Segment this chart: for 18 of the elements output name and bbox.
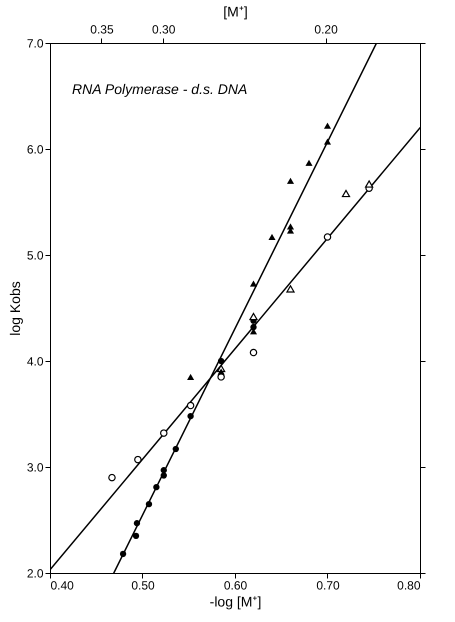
y-tick-label: 7.0 xyxy=(26,36,44,50)
y-tick-label: 5.0 xyxy=(26,248,44,262)
annotation: RNA Polymerase - d.s. DNA xyxy=(72,81,248,97)
x-tick-label: 0.60 xyxy=(224,578,248,592)
x-tick-label: 0.70 xyxy=(316,578,340,592)
x-tick-label: 0.50 xyxy=(131,578,155,592)
y-tick-label: 3.0 xyxy=(26,460,44,474)
x-tick-label: 0.40 xyxy=(50,578,74,592)
x2-tick-label: 0.35 xyxy=(90,22,114,36)
y-axis-title: log Kobs xyxy=(6,281,23,336)
x2-axis-title: [M⁺] xyxy=(223,4,248,20)
x-axis-title: -log [M⁺] xyxy=(210,594,262,610)
y-tick-label: 4.0 xyxy=(26,354,44,368)
x2-tick-label: 0.30 xyxy=(152,22,176,36)
y-tick-label: 6.0 xyxy=(26,142,44,156)
x2-tick-label: 0.20 xyxy=(314,22,338,36)
x-tick-label: 0.80 xyxy=(397,578,421,592)
y-tick-label: 2.0 xyxy=(26,566,44,580)
